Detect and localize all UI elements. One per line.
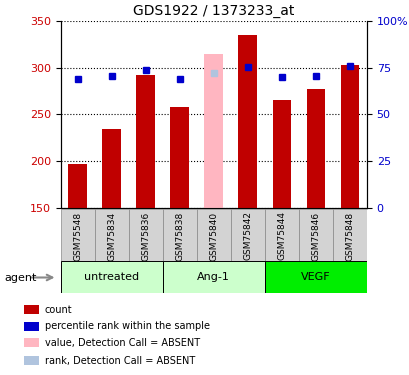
Bar	[340, 64, 358, 208]
Bar	[162, 261, 264, 293]
Text: untreated: untreated	[84, 272, 139, 282]
Bar	[264, 209, 298, 261]
Text: GSM75844: GSM75844	[277, 211, 285, 261]
Bar	[264, 261, 366, 293]
Bar	[306, 89, 324, 208]
Bar	[61, 261, 162, 293]
Bar	[196, 209, 230, 261]
Text: Ang-1: Ang-1	[197, 272, 230, 282]
Text: VEGF: VEGF	[300, 272, 330, 282]
Bar	[24, 338, 39, 347]
Title: GDS1922 / 1373233_at: GDS1922 / 1373233_at	[133, 4, 294, 18]
Bar	[272, 100, 290, 208]
Text: GSM75838: GSM75838	[175, 211, 184, 261]
Bar	[170, 107, 189, 208]
Text: GSM75548: GSM75548	[73, 211, 82, 261]
Bar	[24, 356, 39, 365]
Text: value, Detection Call = ABSENT: value, Detection Call = ABSENT	[45, 338, 199, 348]
Bar	[128, 209, 162, 261]
Text: agent: agent	[4, 273, 36, 283]
Bar	[230, 209, 264, 261]
Text: count: count	[45, 305, 72, 315]
Text: percentile rank within the sample: percentile rank within the sample	[45, 321, 209, 331]
Text: GSM75848: GSM75848	[345, 211, 353, 261]
Text: GSM75836: GSM75836	[141, 211, 150, 261]
Bar	[102, 129, 121, 208]
Bar	[298, 209, 332, 261]
Bar	[332, 209, 366, 261]
Bar	[24, 322, 39, 331]
Text: rank, Detection Call = ABSENT: rank, Detection Call = ABSENT	[45, 356, 194, 366]
Text: GSM75834: GSM75834	[107, 211, 116, 261]
Bar	[162, 209, 196, 261]
Bar	[94, 209, 128, 261]
Bar	[61, 209, 94, 261]
Text: GSM75840: GSM75840	[209, 211, 218, 261]
Bar	[136, 75, 155, 208]
Bar	[24, 305, 39, 314]
Text: GSM75846: GSM75846	[311, 211, 319, 261]
Bar	[204, 54, 222, 208]
Bar	[238, 35, 256, 208]
Text: GSM75842: GSM75842	[243, 211, 252, 261]
Bar	[68, 164, 87, 208]
